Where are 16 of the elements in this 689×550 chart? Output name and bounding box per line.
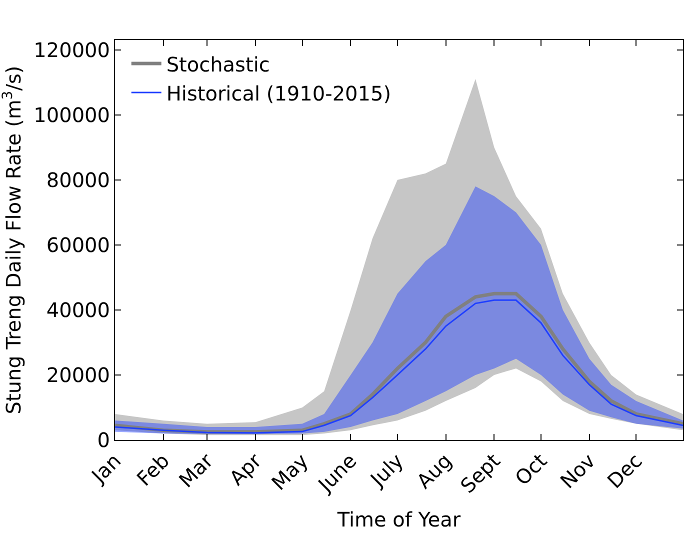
y-tick-label: 20000 [46, 362, 110, 387]
legend-label: Historical (1910-2015) [166, 81, 392, 106]
x-tick-label: Oct [510, 448, 552, 490]
x-tick-label: Aug [412, 448, 456, 494]
x-tick-label: Nov [555, 448, 600, 494]
y-tick-label: 80000 [46, 168, 110, 192]
legend-label: Stochastic [166, 52, 270, 76]
x-tick-label: Dec [602, 448, 647, 493]
y-tick-label: 100000 [34, 102, 110, 127]
x-axis-title: Time of Year [336, 507, 462, 532]
y-tick-label: 120000 [34, 38, 110, 62]
x-tick-label: Feb [132, 448, 174, 491]
y-tick-label: 60000 [46, 232, 110, 257]
x-tick-label: Apr [224, 448, 267, 490]
x-tick-label: Mar [174, 448, 218, 492]
y-tick-label: 40000 [46, 298, 110, 322]
